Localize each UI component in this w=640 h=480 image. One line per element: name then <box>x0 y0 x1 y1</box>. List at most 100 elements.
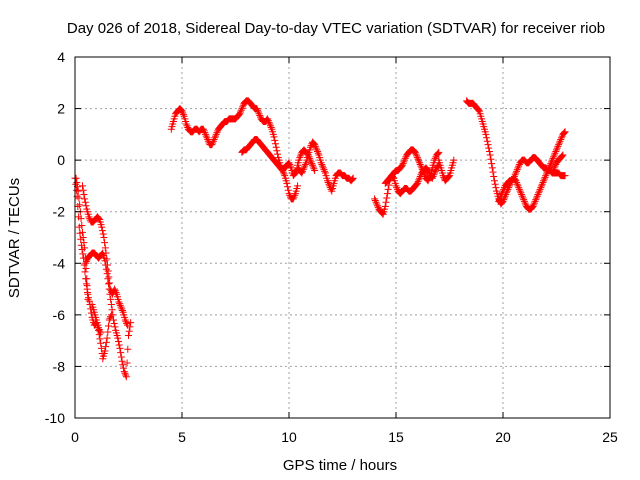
y-axis-label: SDTVAR / TECUs <box>6 178 23 298</box>
data-point <box>545 165 553 173</box>
data-point <box>264 117 272 125</box>
data-point <box>204 136 212 144</box>
data-point <box>274 150 282 158</box>
data-point <box>97 339 105 347</box>
data-point <box>311 166 319 174</box>
data-point <box>97 329 105 337</box>
data-point <box>561 128 569 136</box>
data-point <box>311 141 319 149</box>
data-point <box>272 143 280 151</box>
data-point <box>301 162 309 170</box>
data-point <box>256 111 264 119</box>
data-point <box>499 187 507 195</box>
data-point <box>208 141 216 149</box>
data-point <box>551 149 559 157</box>
data-point <box>101 347 109 355</box>
data-point <box>519 194 527 202</box>
series-seg7 <box>238 136 357 195</box>
y-tick-label: -4 <box>53 255 66 271</box>
data-point <box>416 160 424 168</box>
data-point <box>521 199 529 207</box>
data-point <box>83 275 91 283</box>
data-point <box>529 203 537 211</box>
data-point <box>430 171 438 179</box>
data-point <box>122 373 130 381</box>
plot-frame <box>74 56 611 419</box>
data-point <box>236 108 244 116</box>
data-point <box>500 185 508 193</box>
y-tick-label: -10 <box>45 410 65 426</box>
data-point <box>102 249 110 257</box>
data-point <box>383 194 391 202</box>
data-point <box>122 371 130 379</box>
data-point <box>212 130 220 138</box>
data-point <box>115 341 123 349</box>
data-point <box>300 164 308 172</box>
data-point <box>120 364 128 372</box>
data-point <box>118 357 126 365</box>
data-point <box>81 244 89 252</box>
x-tick-label: 5 <box>178 429 186 445</box>
data-point <box>271 140 279 148</box>
data-point <box>99 230 107 238</box>
data-point <box>306 156 314 164</box>
data-point <box>101 239 109 247</box>
data-point <box>398 161 406 169</box>
data-point <box>96 327 104 335</box>
data-point <box>116 301 124 309</box>
data-point <box>556 137 564 145</box>
data-point <box>533 192 541 200</box>
data-point <box>118 307 126 315</box>
data-point <box>179 109 187 117</box>
data-point <box>253 105 261 113</box>
data-point <box>414 178 422 186</box>
data-point <box>487 155 495 163</box>
data-point <box>289 195 297 203</box>
data-point <box>415 176 423 184</box>
data-point <box>238 105 246 113</box>
data-point <box>307 158 315 166</box>
data-point <box>72 174 80 182</box>
data-point <box>544 166 552 174</box>
data-point <box>426 173 434 181</box>
data-point <box>85 213 93 221</box>
data-point <box>412 150 420 158</box>
data-point <box>483 137 491 145</box>
data-point <box>182 120 190 128</box>
data-point <box>85 297 93 305</box>
data-point <box>555 139 563 147</box>
data-point <box>419 167 427 175</box>
data-point <box>324 178 332 186</box>
data-point <box>498 189 506 197</box>
data-point <box>497 192 505 200</box>
data-point <box>513 178 521 186</box>
data-point <box>381 203 389 211</box>
data-point <box>265 118 273 126</box>
data-point <box>433 150 441 158</box>
data-point <box>310 165 318 173</box>
data-point <box>489 168 497 176</box>
data-point <box>98 227 106 235</box>
data-point <box>560 129 568 137</box>
data-point <box>561 172 569 180</box>
data-point <box>325 180 333 188</box>
data-point <box>431 167 439 175</box>
data-point <box>416 174 424 182</box>
data-point <box>348 175 356 183</box>
data-point <box>559 151 567 159</box>
data-point <box>540 177 548 185</box>
y-tick-label: 0 <box>57 152 65 168</box>
data-point <box>108 306 116 314</box>
y-tick-label: 4 <box>57 49 65 65</box>
data-point <box>266 120 274 128</box>
data-point <box>117 349 125 357</box>
data-point <box>536 185 544 193</box>
data-point <box>431 154 439 162</box>
data-point <box>311 142 319 150</box>
data-point <box>474 105 482 113</box>
data-point <box>105 322 113 330</box>
x-tick-label: 0 <box>71 429 79 445</box>
data-point <box>553 144 561 152</box>
data-point <box>301 160 309 168</box>
data-point <box>414 155 422 163</box>
